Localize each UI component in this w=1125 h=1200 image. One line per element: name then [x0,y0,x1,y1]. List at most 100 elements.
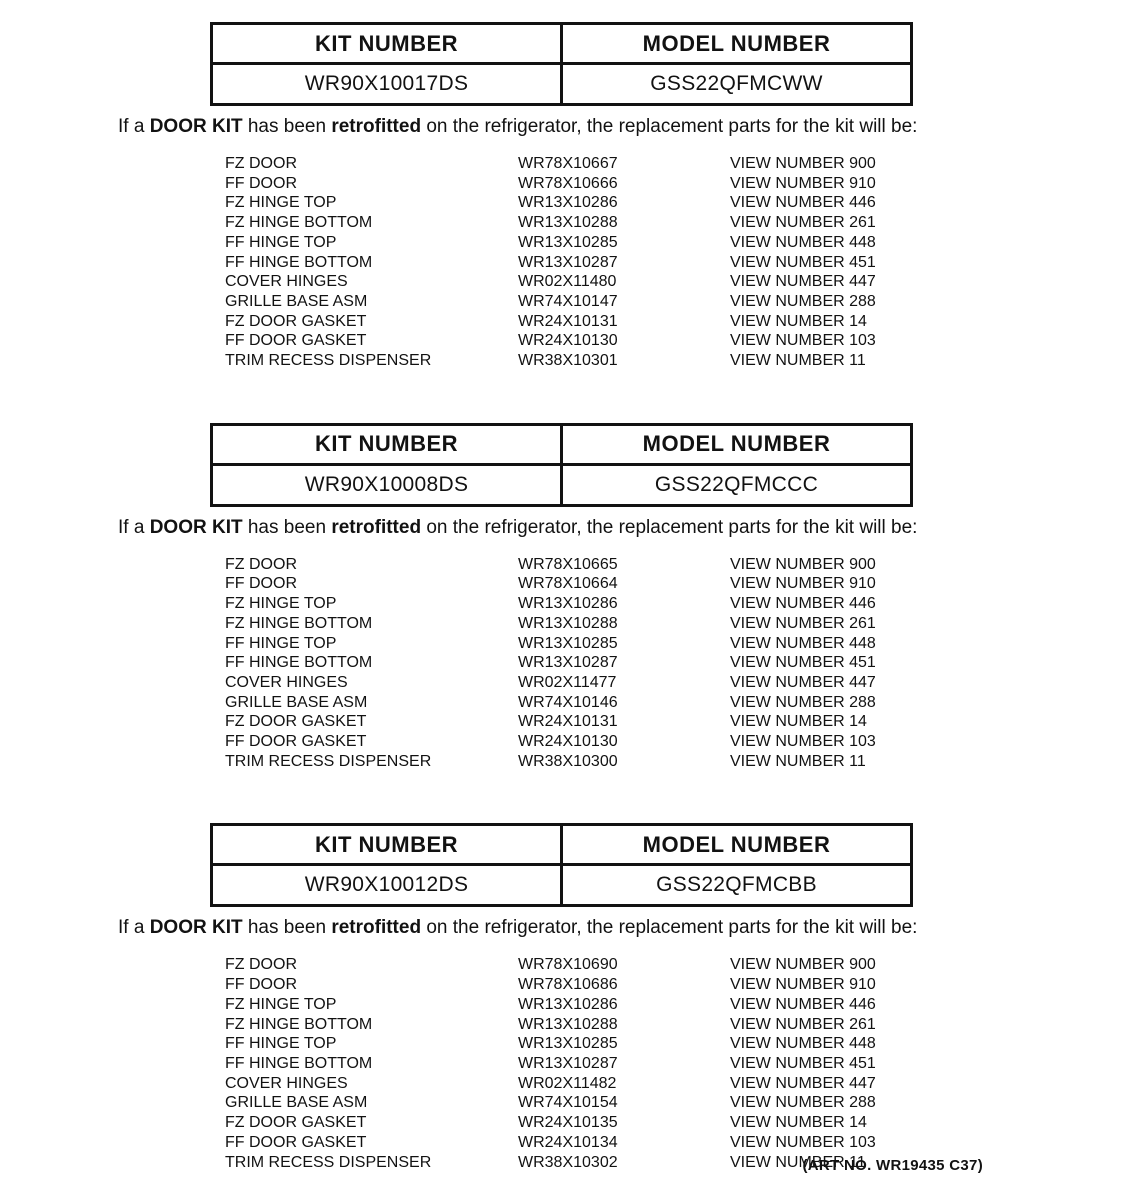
part-name: FF DOOR [225,575,297,593]
view-number: VIEW NUMBER 288 [730,292,876,310]
kit-number-value: WR90X10017DS [210,62,563,106]
note-text: If a [118,116,150,137]
part-name: COVER HINGES [225,1074,348,1092]
view-number: VIEW NUMBER 14 [730,713,867,731]
part-row: TRIM RECESS DISPENSER WR38X10300 VIEW NUMB… [0,752,1125,772]
part-number: WR13X10288 [518,614,618,632]
view-number: VIEW NUMBER 448 [730,233,876,251]
part-row: GRILLE BASE ASM WR74X10146 VIEW NUMBER 288 [0,693,1125,713]
model-number-header: MODEL NUMBER [560,422,913,466]
table-header-row: KIT NUMBER MODEL NUMBER [210,422,913,466]
part-name: GRILLE BASE ASM [225,693,368,711]
part-number: WR74X10154 [518,1094,618,1112]
view-number: VIEW NUMBER 261 [730,214,876,232]
note-door-kit: DOOR KIT [149,917,243,939]
part-row: FZ HINGE TOP WR13X10286 VIEW NUMBER 446 [0,995,1125,1015]
table-header-row: KIT NUMBER MODEL NUMBER [210,22,913,65]
part-number: WR38X10300 [518,752,618,770]
part-row: FZ HINGE BOTTOM WR13X10288 VIEW NUMBER 261 [0,1015,1125,1035]
part-name: FZ DOOR GASKET [225,1114,367,1132]
part-row: FF HINGE BOTTOM WR13X10287 VIEW NUMBER 451 [0,653,1125,673]
part-name: TRIM RECESS DISPENSER [225,1153,432,1171]
part-row: FF DOOR WR78X10666 VIEW NUMBER 910 [0,174,1125,194]
note-door-kit: DOOR KIT [149,116,243,137]
part-number: WR13X10285 [518,233,618,251]
part-name: FZ HINGE TOP [225,194,337,212]
part-number: WR13X10286 [518,995,618,1013]
part-name: TRIM RECESS DISPENSER [225,352,432,370]
view-number: VIEW NUMBER 910 [730,575,876,593]
note-text: on the refrigerator, the replacement par… [421,516,918,538]
retrofit-note: If a DOOR KIT has been retrofitted on th… [118,917,1125,939]
part-number: WR02X11477 [518,673,617,691]
part-name: FZ DOOR [225,555,297,573]
view-number: VIEW NUMBER 261 [730,1015,876,1033]
part-name: COVER HINGES [225,673,348,691]
part-row: FF DOOR WR78X10686 VIEW NUMBER 910 [0,975,1125,995]
model-number-value: GSS22QFMCCC [560,462,913,507]
part-name: FZ DOOR [225,956,297,974]
kit-number-value: WR90X10012DS [210,863,563,908]
table-value-row: WR90X10008DS GSS22QFMCCC [210,462,913,507]
retrofit-note: If a DOOR KIT has been retrofitted on th… [118,517,1125,539]
view-number: VIEW NUMBER 910 [730,174,876,192]
kit-number-value: WR90X10008DS [210,462,563,507]
part-name: TRIM RECESS DISPENSER [225,752,432,770]
part-number: WR13X10285 [518,1035,618,1053]
view-number: VIEW NUMBER 447 [730,1074,876,1092]
kit-number-header: KIT NUMBER [210,422,563,466]
part-number: WR13X10286 [518,595,618,613]
part-row: FF DOOR GASKET WR24X10134 VIEW NUMBER 103 [0,1133,1125,1153]
kit-section-3: KIT NUMBER MODEL NUMBER WR90X10012DS GSS… [0,823,1125,1172]
note-text: If a [118,516,150,538]
view-number: VIEW NUMBER 14 [730,1114,867,1132]
part-name: FF HINGE TOP [225,634,337,652]
view-number: VIEW NUMBER 11 [730,1153,866,1171]
kit-model-table: KIT NUMBER MODEL NUMBER WR90X10012DS GSS… [210,823,913,908]
part-row: FZ DOOR WR78X10665 VIEW NUMBER 900 [0,555,1125,575]
note-retrofitted: retrofitted [331,516,422,538]
part-number: WR38X10302 [518,1153,618,1171]
part-name: FZ HINGE BOTTOM [225,614,373,632]
view-number: VIEW NUMBER 446 [730,194,876,212]
part-row: FZ DOOR WR78X10667 VIEW NUMBER 900 [0,154,1125,174]
part-name: FZ DOOR GASKET [225,312,367,330]
part-number: WR24X10134 [518,1133,618,1151]
part-name: FZ HINGE TOP [225,995,337,1013]
view-number: VIEW NUMBER 11 [730,752,866,770]
table-value-row: WR90X10017DS GSS22QFMCWW [210,62,913,106]
part-name: FF HINGE BOTTOM [225,253,373,271]
kit-model-table: KIT NUMBER MODEL NUMBER WR90X10017DS GSS… [210,22,913,106]
part-row: GRILLE BASE ASM WR74X10154 VIEW NUMBER 288 [0,1093,1125,1113]
part-row: FZ DOOR GASKET WR24X10135 VIEW NUMBER 14 [0,1113,1125,1133]
note-text: has been [242,917,332,939]
part-row: FF HINGE TOP WR13X10285 VIEW NUMBER 448 [0,233,1125,253]
part-number: WR13X10287 [518,253,618,271]
part-name: FF HINGE BOTTOM [225,654,373,672]
part-name: FZ HINGE TOP [225,595,337,613]
model-number-header: MODEL NUMBER [560,22,913,65]
part-name: FF HINGE BOTTOM [225,1054,373,1072]
part-row: FZ DOOR WR78X10690 VIEW NUMBER 900 [0,955,1125,975]
part-row: FF DOOR WR78X10664 VIEW NUMBER 910 [0,574,1125,594]
view-number: VIEW NUMBER 448 [730,634,876,652]
view-number: VIEW NUMBER 14 [730,312,867,330]
part-row: FF DOOR GASKET WR24X10130 VIEW NUMBER 103 [0,732,1125,752]
part-number: WR74X10146 [518,693,618,711]
part-number: WR24X10130 [518,733,618,751]
note-door-kit: DOOR KIT [149,516,243,538]
part-number: WR78X10667 [518,155,618,172]
part-row: FZ HINGE BOTTOM WR13X10288 VIEW NUMBER 261 [0,213,1125,233]
part-row: FF HINGE BOTTOM WR13X10287 VIEW NUMBER 451 [0,253,1125,273]
part-name: FZ DOOR GASKET [225,713,367,731]
part-number: WR13X10287 [518,1054,618,1072]
part-row: COVER HINGES WR02X11480 VIEW NUMBER 447 [0,272,1125,292]
view-number: VIEW NUMBER 103 [730,1133,876,1151]
part-row: FZ DOOR GASKET WR24X10131 VIEW NUMBER 14 [0,712,1125,732]
note-text: If a [118,917,150,939]
view-number: VIEW NUMBER 900 [730,555,876,573]
view-number: VIEW NUMBER 288 [730,693,876,711]
part-number: WR13X10288 [518,1015,618,1033]
part-number: WR13X10288 [518,214,618,232]
